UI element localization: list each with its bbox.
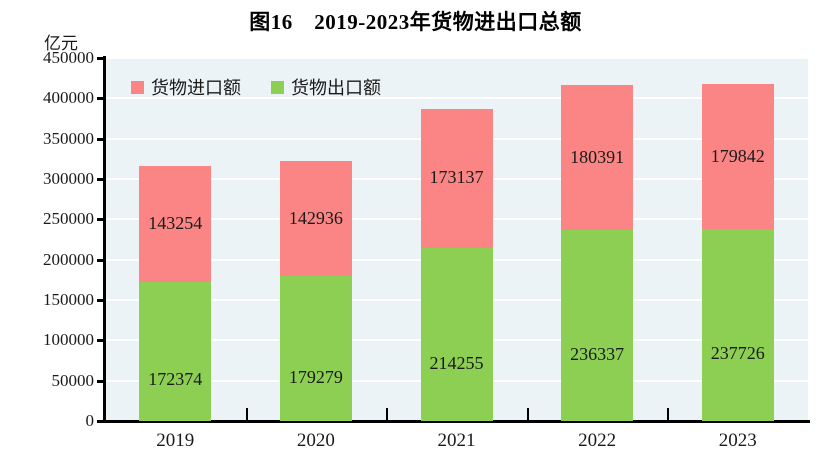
x-axis-tick-label-2019: 2019 bbox=[156, 430, 195, 451]
y-axis-tick-label: 200000 bbox=[43, 249, 94, 269]
y-axis-tick-label: 300000 bbox=[43, 169, 94, 188]
legend-label-export: 货物出口额 bbox=[291, 78, 381, 98]
bar-group[interactable]: 179842 237726 bbox=[701, 84, 774, 421]
x-axis-tick bbox=[386, 408, 388, 421]
bar-segment-import[interactable] bbox=[561, 84, 634, 231]
y-axis-tick bbox=[97, 339, 106, 343]
y-axis-tick bbox=[97, 420, 106, 423]
y-axis-tick-label: 100000 bbox=[43, 330, 94, 350]
bar-value-export: 236337 bbox=[570, 343, 625, 364]
x-axis-tick bbox=[246, 408, 248, 421]
x-axis-tick-label-2023: 2023 bbox=[718, 430, 757, 451]
legend-swatch-export-icon bbox=[271, 80, 284, 94]
bar-segment-export[interactable] bbox=[561, 230, 634, 421]
legend-item-export[interactable]: 货物出口额 bbox=[271, 74, 381, 100]
legend-swatch-import-icon bbox=[131, 80, 144, 94]
bar-segment-export[interactable] bbox=[139, 281, 212, 421]
bar-value-export: 214255 bbox=[429, 352, 484, 373]
y-axis-line bbox=[103, 56, 106, 423]
y-axis-tick bbox=[97, 218, 106, 222]
bar-value-import: 180391 bbox=[570, 146, 625, 167]
gridline bbox=[105, 57, 808, 59]
bar-value-export: 179279 bbox=[288, 366, 343, 387]
legend-label-import: 货物进口额 bbox=[151, 78, 241, 98]
bar-group[interactable]: 180391 236337 bbox=[561, 84, 634, 421]
chart-legend: 货物进口额 货物出口额 bbox=[131, 74, 381, 100]
x-axis-tick-label-2020: 2020 bbox=[296, 430, 335, 451]
bar-group[interactable]: 143254 172374 bbox=[139, 166, 212, 421]
y-axis-tick bbox=[97, 97, 106, 101]
x-axis-tick-label-2022: 2022 bbox=[578, 430, 617, 451]
legend-item-import[interactable]: 货物进口额 bbox=[131, 74, 241, 100]
y-axis-tick-label: 450000 bbox=[43, 48, 94, 67]
bar-group[interactable]: 142936 179279 bbox=[279, 161, 352, 421]
bar-segment-import[interactable] bbox=[420, 108, 493, 249]
y-axis-tick bbox=[97, 379, 106, 383]
x-axis-line bbox=[103, 420, 810, 423]
bar-group[interactable]: 173137 214255 bbox=[420, 108, 493, 421]
y-axis-tick-label: 250000 bbox=[43, 209, 94, 229]
y-axis-tick-label: 150000 bbox=[43, 290, 94, 309]
y-axis-tick bbox=[97, 57, 106, 60]
y-axis-tick-label: 400000 bbox=[43, 88, 94, 108]
y-axis-tick bbox=[97, 137, 106, 141]
bar-value-import: 143254 bbox=[148, 213, 203, 234]
y-axis-tick bbox=[97, 299, 106, 302]
bar-segment-import[interactable] bbox=[279, 161, 352, 277]
y-axis-tick-label: 50000 bbox=[51, 370, 95, 390]
x-axis-tick bbox=[667, 408, 669, 421]
bar-segment-import[interactable] bbox=[701, 84, 774, 230]
bar-value-import: 173137 bbox=[429, 167, 484, 188]
bar-value-export: 237726 bbox=[710, 343, 765, 364]
y-axis-tick bbox=[97, 258, 106, 262]
bar-value-import: 142936 bbox=[288, 207, 343, 228]
x-axis-tick bbox=[527, 408, 529, 421]
y-axis-tick bbox=[97, 178, 106, 181]
bar-segment-import[interactable] bbox=[139, 166, 212, 282]
x-axis-tick-label-2021: 2021 bbox=[437, 430, 476, 451]
y-axis-tick-label: 350000 bbox=[43, 128, 94, 148]
bar-segment-export[interactable] bbox=[701, 229, 774, 421]
chart-title: 图16 2019-2023年货物进出口总额 bbox=[249, 10, 582, 34]
bar-value-import: 179842 bbox=[710, 145, 765, 166]
bar-segment-export[interactable] bbox=[420, 248, 493, 421]
y-axis-tick-label: 0 bbox=[85, 411, 95, 430]
gridline bbox=[105, 97, 808, 100]
y-axis-unit-label: 亿元 bbox=[44, 34, 78, 53]
y-axis-tick-labels: 0 50000 100000 150000 200000 250000 300000 3500… bbox=[0, 0, 94, 467]
bar-segment-export[interactable] bbox=[279, 276, 352, 421]
bar-value-export: 172374 bbox=[148, 369, 203, 390]
